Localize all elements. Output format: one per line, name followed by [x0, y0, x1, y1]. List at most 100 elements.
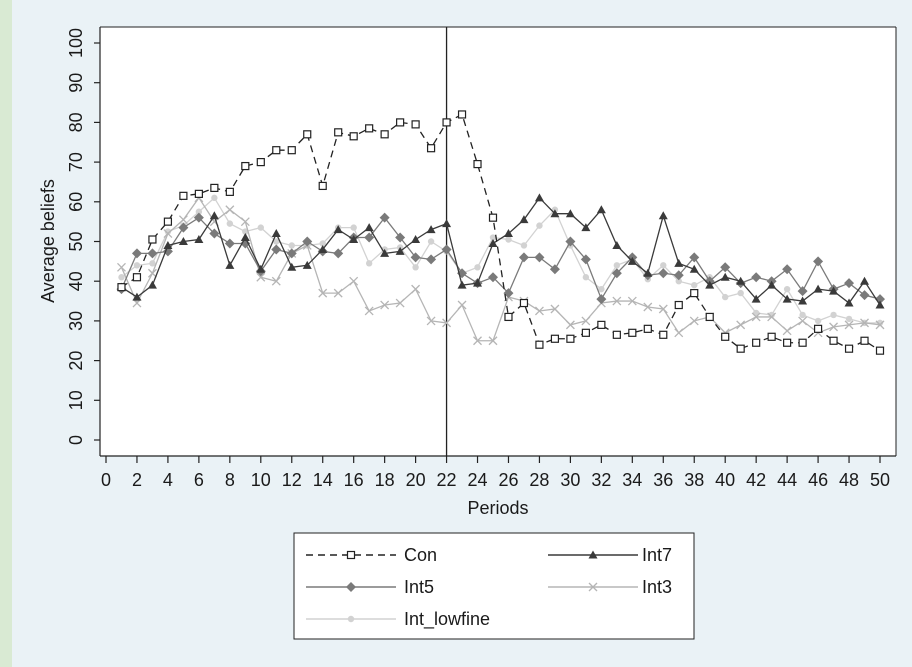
y-axis-title: Average beliefs [38, 179, 58, 303]
data-point [534, 252, 545, 263]
data-point [550, 304, 560, 314]
data-point [488, 213, 498, 222]
x-tick-label: 18 [375, 470, 395, 490]
marker-stroke [364, 306, 374, 316]
x-tick-label: 40 [715, 470, 735, 490]
data-point [660, 262, 667, 269]
data-point [798, 338, 807, 347]
marker-stroke [395, 298, 405, 308]
data-point [875, 320, 885, 330]
marker-stroke [829, 322, 839, 332]
data-point [226, 220, 234, 227]
x-tick-label: 30 [560, 470, 580, 490]
legend-item-int5: Int5 [306, 577, 434, 597]
data-point [520, 242, 528, 249]
data-point [752, 338, 761, 347]
data-point [147, 268, 157, 278]
data-point [767, 332, 776, 341]
data-point [149, 260, 156, 267]
data-point [783, 285, 791, 293]
data-point [783, 338, 792, 347]
data-point [844, 320, 854, 330]
data-point [163, 217, 173, 226]
data-point [379, 212, 390, 223]
data-point [798, 296, 808, 305]
data-point [550, 334, 560, 343]
marker-stroke [782, 326, 792, 336]
x-tick-label: 28 [529, 470, 549, 490]
series-layer [116, 110, 885, 355]
data-point [830, 311, 837, 319]
marker-stroke [658, 304, 668, 314]
data-point [580, 254, 591, 265]
data-point [598, 285, 605, 293]
data-point [673, 270, 684, 281]
data-point [705, 280, 715, 289]
data-point [767, 280, 777, 289]
data-point [318, 288, 328, 298]
data-point [689, 316, 699, 326]
data-point [163, 240, 173, 249]
data-point [410, 252, 421, 263]
legend-swatch-marker [346, 550, 356, 560]
data-point [240, 217, 250, 227]
data-point [550, 209, 560, 218]
data-point [256, 158, 265, 167]
data-point [689, 264, 699, 273]
data-point [736, 320, 746, 330]
data-point [751, 272, 762, 283]
data-point [643, 302, 653, 312]
marker-stroke [442, 318, 452, 328]
data-point [829, 336, 838, 345]
x-axis-title: Periods [467, 498, 528, 518]
data-point [132, 292, 142, 301]
data-point [565, 209, 575, 218]
data-point [334, 128, 343, 137]
marker-stroke [751, 312, 761, 322]
y-tick-label: 10 [66, 390, 86, 410]
data-point [611, 268, 622, 279]
legend-label: Int_lowfine [404, 609, 490, 630]
marker-stroke [163, 229, 173, 239]
data-point [736, 276, 746, 285]
data-point [225, 205, 235, 215]
marker-stroke [333, 288, 343, 298]
data-point [380, 300, 390, 310]
data-point [195, 208, 203, 215]
data-point [613, 262, 621, 269]
marker-stroke [426, 316, 436, 326]
data-point [178, 237, 188, 245]
marker-stroke [643, 302, 653, 312]
x-tick-label: 34 [622, 470, 642, 490]
data-point [581, 223, 591, 232]
data-point [147, 280, 157, 289]
data-point [844, 344, 854, 353]
data-point [581, 316, 591, 326]
series-int3 [117, 193, 885, 346]
data-point [133, 262, 141, 269]
data-point [503, 288, 514, 299]
data-point [829, 286, 839, 295]
data-point [488, 336, 498, 346]
data-point [643, 268, 653, 277]
data-point [565, 320, 575, 330]
data-point [674, 328, 684, 338]
data-point [721, 332, 730, 341]
data-point [132, 273, 142, 282]
data-point [658, 268, 669, 279]
data-point [473, 278, 483, 287]
data-point [147, 248, 158, 259]
data-point [798, 316, 808, 326]
data-point [751, 294, 761, 303]
data-point [442, 219, 452, 228]
marker-stroke [240, 217, 250, 227]
data-point [782, 326, 792, 336]
data-point [844, 278, 855, 289]
data-point [813, 324, 823, 333]
y-tick-label: 60 [66, 192, 86, 212]
data-point [349, 235, 359, 244]
marker-stroke [380, 300, 390, 310]
data-point [875, 300, 885, 309]
